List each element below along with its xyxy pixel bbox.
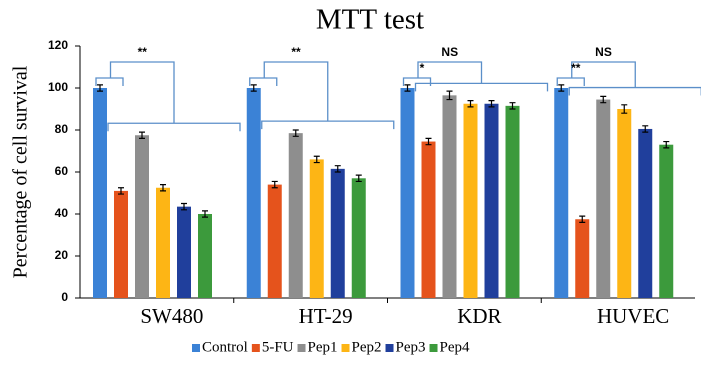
significance-label: **	[571, 61, 581, 75]
legend-swatch	[385, 344, 394, 352]
error-bar	[292, 129, 299, 137]
y-axis-label: Percentage of cell survival	[10, 65, 32, 278]
error-bar	[250, 84, 257, 92]
error-bar	[355, 174, 362, 183]
error-bar	[509, 102, 516, 110]
bar	[351, 178, 366, 298]
bar	[617, 109, 632, 298]
bar	[596, 99, 611, 298]
legend-label: Pep4	[440, 339, 471, 355]
error-bar	[139, 131, 145, 139]
legend-swatch	[429, 344, 438, 352]
significance-bracket	[95, 61, 241, 132]
error-bar	[663, 140, 670, 149]
bar	[267, 184, 282, 298]
bar	[421, 141, 436, 298]
bar	[638, 128, 653, 298]
error-bar	[160, 184, 166, 192]
significance-label: NS	[441, 45, 458, 59]
error-bar	[467, 100, 474, 108]
x-tick-label: HT-29	[299, 304, 353, 328]
bar	[288, 133, 303, 298]
y-tick-label: 20	[55, 248, 69, 262]
bar	[177, 206, 191, 298]
significance-label: NS	[595, 45, 612, 59]
bar	[156, 187, 170, 298]
legend-swatch	[251, 344, 260, 352]
significance-label: **	[138, 45, 148, 59]
y-tick-label: 60	[55, 164, 69, 178]
legend-swatch	[341, 344, 350, 352]
error-bar	[425, 137, 432, 146]
error-bar	[600, 95, 607, 104]
bar	[330, 168, 345, 298]
significance-bracket	[249, 61, 395, 130]
bar	[505, 105, 520, 298]
bar	[400, 88, 415, 298]
error-bar	[334, 165, 341, 173]
error-bar	[202, 210, 208, 218]
legend-label: 5-FU	[262, 339, 294, 355]
significance-bracket	[402, 61, 549, 92]
significance-bracket	[556, 61, 701, 96]
error-bar	[488, 100, 495, 108]
bar	[309, 159, 324, 298]
bar	[198, 214, 212, 298]
chart-title: MTT test	[316, 4, 424, 36]
y-tick-label: 80	[55, 122, 69, 136]
bar	[659, 144, 674, 298]
error-bar	[446, 90, 453, 101]
y-tick-label: 40	[55, 206, 69, 220]
significance-label: **	[291, 45, 301, 59]
error-bar	[271, 180, 278, 189]
error-bar	[404, 84, 411, 92]
significance-label: *	[420, 61, 425, 75]
bar	[575, 219, 590, 298]
bar	[463, 103, 478, 298]
y-tick-label: 0	[61, 290, 68, 304]
error-bar	[642, 125, 649, 133]
bar	[484, 103, 499, 298]
error-bar	[97, 84, 103, 92]
error-bar	[579, 215, 586, 223]
legend-swatch	[297, 344, 306, 352]
error-bar	[313, 155, 320, 164]
legend-label: Control	[202, 339, 248, 355]
legend-label: Pep1	[308, 339, 338, 355]
bar	[554, 88, 569, 298]
error-bar	[558, 84, 565, 92]
y-tick-label: 100	[48, 80, 68, 94]
legend-swatch	[192, 344, 200, 352]
bar	[442, 95, 457, 298]
y-tick-label: 120	[48, 38, 68, 52]
bar	[135, 135, 149, 298]
x-tick-label: HUVEC	[597, 304, 669, 328]
x-tick-label: SW480	[140, 304, 203, 328]
legend-label: Pep3	[396, 339, 426, 355]
error-bar	[181, 202, 187, 211]
error-bar	[621, 104, 628, 114]
bar	[114, 190, 128, 298]
legend-label: Pep2	[352, 339, 382, 355]
bar	[246, 88, 261, 298]
x-tick-label: KDR	[457, 304, 501, 328]
error-bar	[118, 187, 124, 195]
bar	[93, 88, 107, 298]
